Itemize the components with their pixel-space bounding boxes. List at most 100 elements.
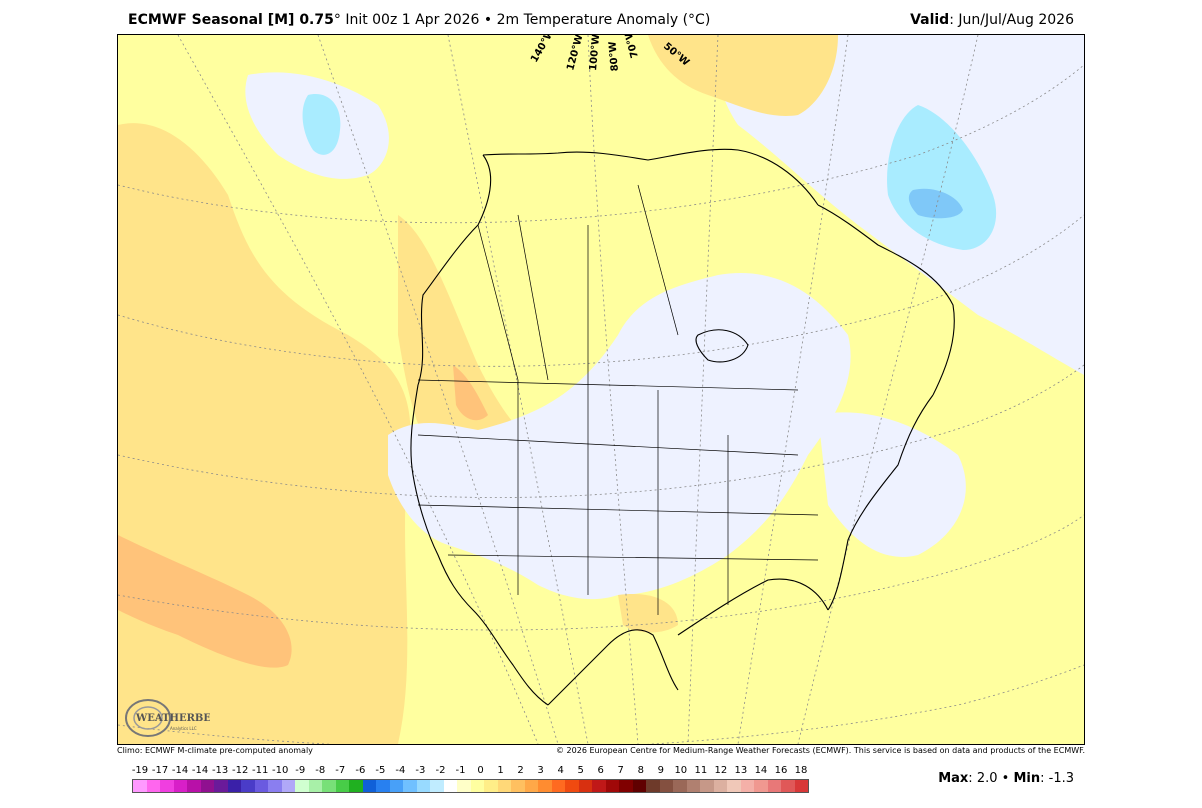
color-swatch (362, 780, 376, 792)
color-swatch (241, 780, 255, 792)
variable-name: 2m Temperature Anomaly (°C) (496, 12, 711, 28)
legend-label: 0 (477, 765, 484, 776)
map-canvas: 140°W 120°W 100°W 80°W 70°W 50°W (118, 35, 1084, 744)
political-borders (417, 184, 819, 615)
color-swatch (160, 780, 174, 792)
legend-labels: -19 -17 -14 -14 -13 -12 -11 -10 -9 -8 -7 -6 -5 -4 -3 -2… (132, 765, 812, 777)
alaska-cool-region (302, 94, 341, 155)
color-swatch (281, 780, 295, 792)
labrador-sea-cool (887, 105, 997, 250)
map-title: ECMWF Seasonal [M] 0.75° Init 00z 1 Apr … (128, 12, 710, 28)
color-swatch (686, 780, 700, 792)
legend-label: -14 (171, 765, 189, 776)
color-swatch (619, 780, 633, 792)
max-value: 2.0 (976, 771, 998, 786)
color-scale (132, 779, 809, 793)
color-swatch (254, 780, 268, 792)
color-swatch (295, 780, 309, 792)
color-swatch (592, 780, 606, 792)
legend-label: 2 (517, 765, 524, 776)
legend-label: -13 (211, 765, 229, 776)
legend-label: -7 (335, 765, 346, 776)
color-swatch (457, 780, 471, 792)
logo-swirl-inner (133, 706, 163, 730)
degree-symbol: ° (333, 12, 341, 28)
stats-bullet: • (1001, 771, 1010, 786)
legend-label: -12 (231, 765, 249, 776)
color-swatch (349, 780, 363, 792)
color-swatch (538, 780, 552, 792)
color-swatch (308, 780, 322, 792)
color-swatch (389, 780, 403, 792)
near-zero-region (388, 273, 851, 600)
anomaly-map: 140°W 120°W 100°W 80°W 70°W 50°W (117, 34, 1085, 745)
legend-label: 10 (674, 765, 688, 776)
legend-label: -8 (315, 765, 326, 776)
color-swatch (605, 780, 619, 792)
color-swatch (133, 780, 147, 792)
legend-label: 18 (794, 765, 808, 776)
logo-subtext: Analytics LLC (170, 726, 197, 731)
color-swatch (713, 780, 727, 792)
init-time: Init 00z 1 Apr 2026 (345, 12, 480, 28)
color-swatch (416, 780, 430, 792)
logo-text: WEATHERBELL (135, 713, 210, 724)
pacific-warm-core (118, 535, 292, 668)
lon-label-80w: 80°W (607, 41, 621, 72)
color-swatch (470, 780, 484, 792)
legend-label: -3 (415, 765, 426, 776)
color-swatch (659, 780, 673, 792)
color-swatch (497, 780, 511, 792)
color-swatch (484, 780, 498, 792)
legend-label: 4 (557, 765, 564, 776)
color-swatch (173, 780, 187, 792)
color-swatch (740, 780, 754, 792)
color-swatch (673, 780, 687, 792)
western-warm-region (398, 215, 548, 481)
legend-label: -9 (295, 765, 306, 776)
color-swatch (578, 780, 592, 792)
color-swatch (794, 780, 808, 792)
max-label: Max (938, 771, 969, 786)
color-swatch (767, 780, 781, 792)
eastern-near-zero (818, 412, 966, 557)
color-swatch (322, 780, 336, 792)
color-swatch (646, 780, 660, 792)
legend-label: 7 (617, 765, 624, 776)
legend-label: 5 (577, 765, 584, 776)
legend-label: 8 (637, 765, 644, 776)
min-value: -1.3 (1048, 771, 1074, 786)
color-swatch (700, 780, 714, 792)
pacific-northwest-warm (453, 365, 488, 421)
coastline (410, 148, 955, 706)
legend-label: 14 (754, 765, 768, 776)
color-swatch (551, 780, 565, 792)
weatherbell-logo: WEATHERBELL Analytics LLC (125, 699, 210, 737)
color-swatch (335, 780, 349, 792)
legend-label: 16 (774, 765, 788, 776)
color-swatch (443, 780, 457, 792)
legend-label: 6 (597, 765, 604, 776)
valid-period: Valid: Jun/Jul/Aug 2026 (910, 12, 1074, 28)
greenland-warm (648, 35, 838, 116)
min-label: Min (1013, 771, 1041, 786)
color-swatch (565, 780, 579, 792)
climo-note: Climo: ECMWF M-climate pre-computed anom… (117, 746, 313, 755)
color-swatch (754, 780, 768, 792)
color-swatch (430, 780, 444, 792)
legend-label: -14 (191, 765, 209, 776)
legend-label: -4 (395, 765, 406, 776)
color-swatch (727, 780, 741, 792)
color-swatch (781, 780, 795, 792)
color-swatch (200, 780, 214, 792)
color-swatch (403, 780, 417, 792)
color-swatch (187, 780, 201, 792)
color-swatch (214, 780, 228, 792)
legend-label: -17 (151, 765, 169, 776)
color-swatch (632, 780, 646, 792)
legend-label: -6 (355, 765, 366, 776)
gulf-mexico-warm (618, 594, 678, 633)
copyright-note: © 2026 European Centre for Medium-Range … (556, 746, 1085, 755)
logo-swirl (125, 699, 171, 737)
legend-label: -5 (375, 765, 386, 776)
